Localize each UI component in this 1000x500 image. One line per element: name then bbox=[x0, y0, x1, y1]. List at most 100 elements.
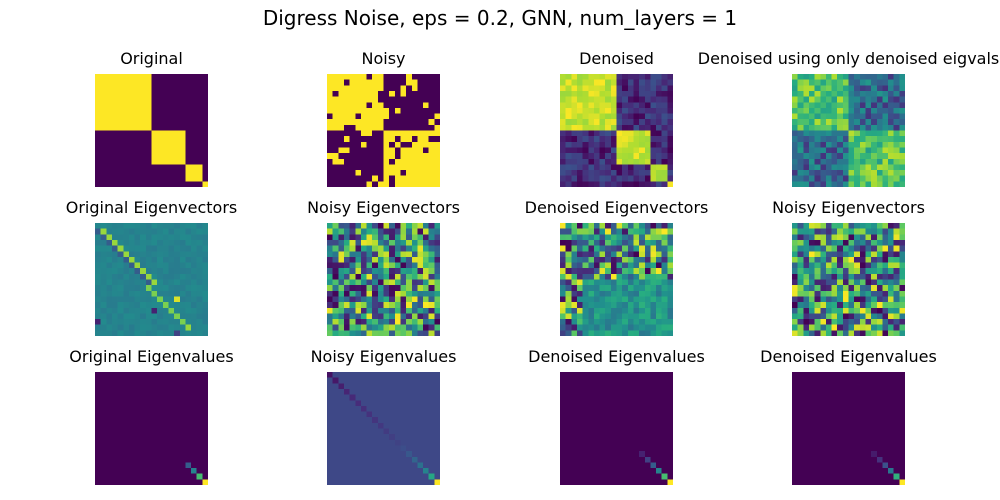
heatmap-cell bbox=[157, 124, 163, 131]
heatmap-cell bbox=[831, 85, 838, 92]
heatmap-cell bbox=[865, 439, 872, 446]
heatmap-cell bbox=[576, 383, 583, 390]
heatmap-cell bbox=[842, 468, 849, 474]
heatmap-cell bbox=[423, 456, 429, 463]
heatmap-cell bbox=[185, 422, 192, 429]
heatmap-cell bbox=[639, 290, 645, 297]
heatmap-cell bbox=[888, 262, 894, 269]
heatmap-cell bbox=[151, 245, 158, 252]
heatmap-cell bbox=[605, 434, 611, 440]
heatmap-cell bbox=[656, 468, 662, 474]
heatmap-cell bbox=[820, 388, 827, 395]
heatmap-panel: Noisy bbox=[327, 49, 440, 187]
heatmap-cell bbox=[111, 372, 118, 378]
heatmap-cell bbox=[650, 245, 657, 252]
heatmap-cell bbox=[888, 74, 894, 80]
heatmap-cell bbox=[157, 102, 163, 109]
heatmap-cell bbox=[185, 319, 192, 325]
heatmap-cell bbox=[565, 479, 572, 485]
heatmap-cell bbox=[338, 239, 345, 246]
heatmap-cell bbox=[400, 451, 407, 457]
heatmap-cell bbox=[151, 251, 158, 258]
heatmap-cell bbox=[372, 147, 378, 154]
heatmap-cell bbox=[588, 319, 595, 325]
heatmap-cell bbox=[814, 74, 821, 80]
heatmap-cell bbox=[123, 473, 130, 480]
heatmap-cell bbox=[842, 251, 849, 258]
heatmap-cell bbox=[406, 388, 412, 395]
heatmap-cell bbox=[893, 285, 900, 291]
heatmap-cell bbox=[876, 85, 883, 92]
heatmap-cell bbox=[593, 479, 600, 485]
heatmap-cell bbox=[394, 268, 401, 274]
heatmap-cell bbox=[111, 428, 118, 435]
heatmap-cell bbox=[565, 445, 572, 452]
heatmap-cell bbox=[202, 228, 208, 235]
heatmap-cell bbox=[106, 434, 113, 440]
heatmap-cell bbox=[622, 256, 628, 263]
heatmap-cell bbox=[179, 428, 186, 435]
heatmap-cell bbox=[599, 107, 606, 114]
heatmap-cell bbox=[338, 468, 345, 474]
heatmap-cell bbox=[808, 383, 815, 390]
heatmap-cell bbox=[434, 330, 440, 336]
heatmap-cell bbox=[377, 96, 384, 103]
heatmap-cell bbox=[605, 251, 611, 258]
heatmap-cell bbox=[582, 428, 589, 435]
heatmap-cell bbox=[145, 462, 152, 469]
heatmap-cell bbox=[871, 285, 877, 291]
heatmap-cell bbox=[882, 228, 889, 235]
heatmap-cell bbox=[123, 96, 130, 103]
heatmap-cell bbox=[599, 468, 606, 474]
heatmap-cell bbox=[650, 439, 657, 446]
heatmap-cell bbox=[400, 175, 407, 182]
heatmap-cell bbox=[411, 439, 418, 446]
heatmap-cell bbox=[349, 473, 356, 480]
heatmap-cell bbox=[792, 456, 798, 463]
heatmap-cell bbox=[837, 394, 843, 401]
heatmap-cell bbox=[588, 285, 595, 291]
heatmap-cell bbox=[825, 96, 832, 103]
heatmap-cell bbox=[842, 456, 849, 463]
heatmap-cell bbox=[622, 456, 628, 463]
heatmap-cell bbox=[848, 451, 855, 457]
heatmap-cell bbox=[185, 239, 192, 246]
heatmap-cell bbox=[814, 279, 821, 286]
heatmap-cell bbox=[179, 400, 186, 407]
heatmap-cell bbox=[157, 273, 163, 280]
heatmap-cell bbox=[389, 113, 395, 120]
heatmap-cell bbox=[848, 234, 855, 241]
heatmap-cell bbox=[616, 74, 623, 80]
heatmap-cell bbox=[338, 234, 345, 241]
heatmap-cell bbox=[797, 324, 804, 331]
heatmap-cell bbox=[185, 428, 192, 435]
heatmap-cell bbox=[593, 394, 600, 401]
heatmap-cell bbox=[349, 400, 356, 407]
heatmap-cell bbox=[377, 394, 384, 401]
heatmap-cell bbox=[888, 394, 894, 401]
heatmap-cell bbox=[394, 290, 401, 297]
heatmap-cell bbox=[899, 394, 905, 401]
heatmap-cell bbox=[876, 256, 883, 263]
heatmap-cell bbox=[327, 175, 333, 182]
heatmap-cell bbox=[196, 124, 203, 131]
heatmap-cell bbox=[582, 268, 589, 274]
heatmap-cell bbox=[622, 473, 628, 480]
heatmap-cell bbox=[876, 405, 883, 412]
heatmap-cell bbox=[151, 434, 158, 440]
heatmap-cell bbox=[576, 302, 583, 308]
heatmap-cell bbox=[417, 296, 424, 303]
heatmap-cell bbox=[825, 170, 832, 176]
heatmap-cell bbox=[633, 124, 640, 131]
heatmap-cell bbox=[622, 394, 628, 401]
heatmap-cell bbox=[151, 74, 158, 80]
heatmap-cell bbox=[134, 102, 141, 109]
heatmap-cell bbox=[95, 234, 101, 241]
heatmap-cell bbox=[423, 296, 429, 303]
heatmap-cell bbox=[571, 434, 578, 440]
heatmap-cell bbox=[202, 434, 208, 440]
heatmap-cell bbox=[633, 113, 640, 120]
heatmap-cell bbox=[627, 302, 634, 308]
heatmap-cell bbox=[848, 285, 855, 291]
heatmap-cell bbox=[100, 411, 107, 418]
